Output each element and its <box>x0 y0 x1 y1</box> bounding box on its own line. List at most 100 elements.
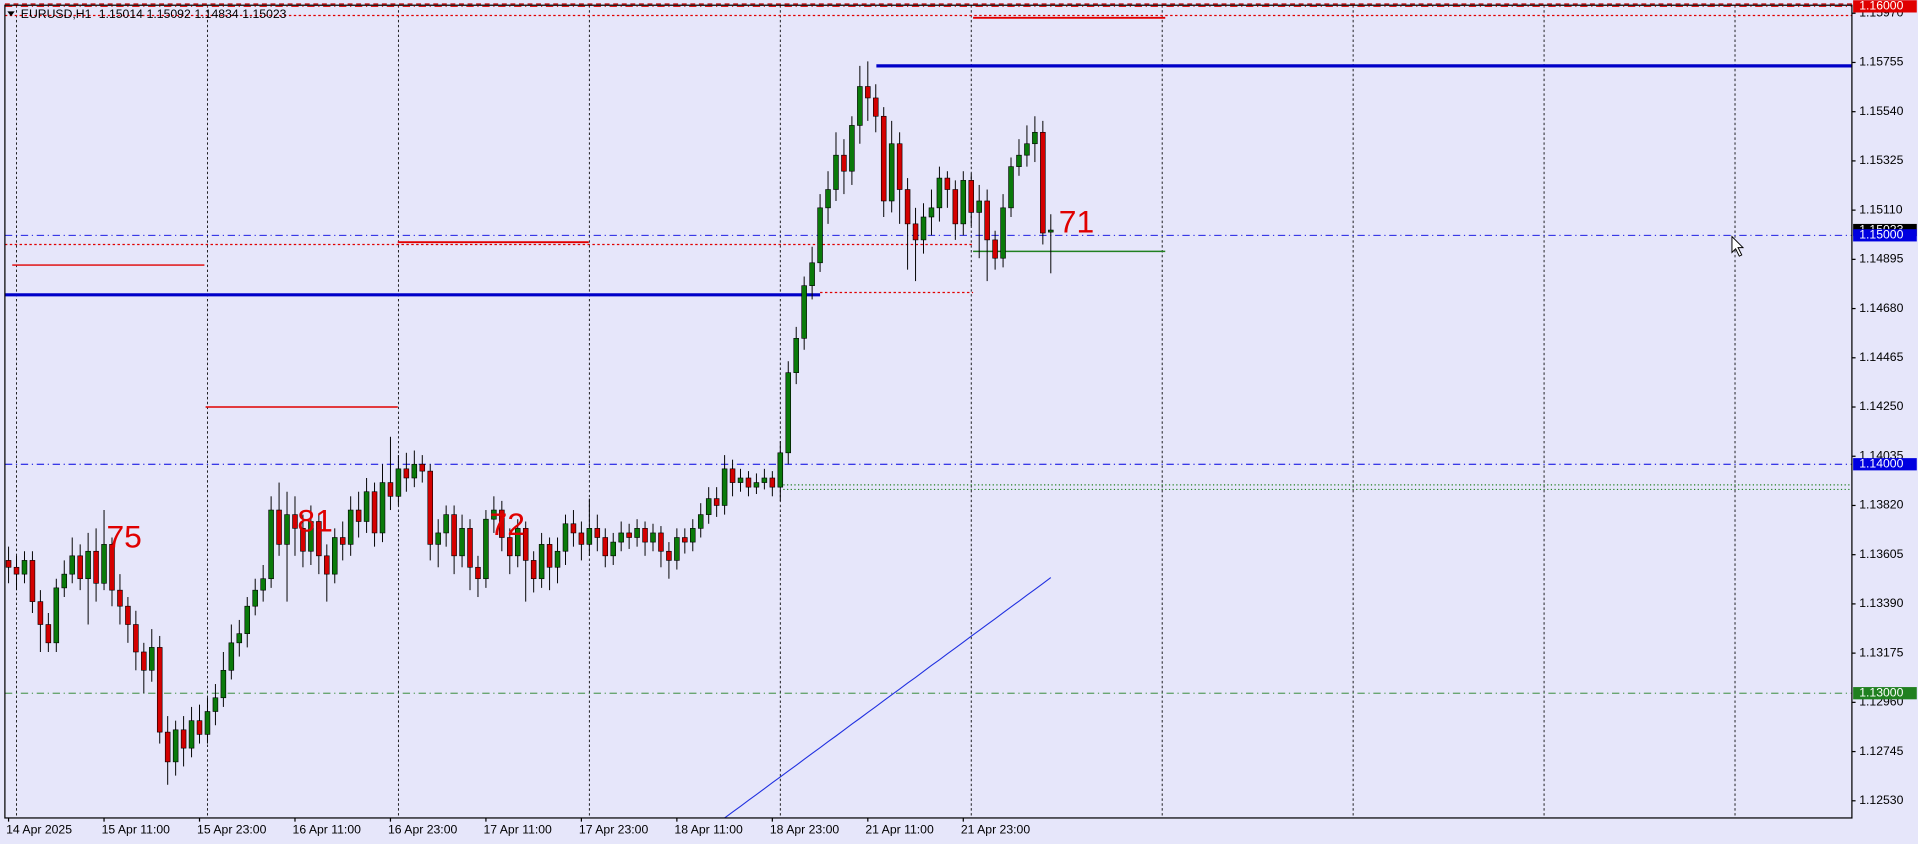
candle-body <box>1016 154 1022 167</box>
candle-body <box>1048 229 1054 233</box>
plot-border <box>4 4 1853 819</box>
candle-body <box>141 651 147 671</box>
candle-body <box>968 180 974 213</box>
candle-body <box>459 528 465 557</box>
candle-body <box>268 509 274 580</box>
candle-body <box>1032 131 1038 145</box>
level-label: 1.15000 <box>1859 228 1903 242</box>
candle-body <box>395 468 402 497</box>
candle-body <box>976 200 982 213</box>
annotation: 71 <box>1059 204 1094 240</box>
candle-body <box>292 514 298 529</box>
candle-body <box>952 189 959 225</box>
y-tick-label: 1.15755 <box>1859 55 1903 69</box>
annotation: 81 <box>297 502 332 538</box>
candle-body <box>443 514 449 534</box>
candle-body <box>13 566 20 575</box>
candle-body <box>626 532 632 538</box>
candle-body <box>300 528 306 552</box>
candle-body <box>212 697 219 712</box>
level-tag <box>1853 0 1917 13</box>
candle-body <box>419 463 426 472</box>
candle-body <box>467 528 473 568</box>
candle-body <box>634 528 640 538</box>
mouse-cursor <box>1731 235 1745 257</box>
y-tick-label: 1.12745 <box>1859 744 1903 758</box>
candle-body <box>1040 131 1046 234</box>
candle-body <box>228 642 235 671</box>
candle-body <box>912 223 919 241</box>
close: 1.15023 <box>242 7 286 21</box>
axes: 14 Apr 2025 15 Apr 11:00 15 Apr 23:00 16 Ap… <box>6 0 1917 836</box>
candle-body <box>602 537 609 557</box>
moving-average <box>724 577 1052 818</box>
x-tick-label: 21 Apr 23:00 <box>961 822 1031 836</box>
level-tag <box>1853 687 1917 700</box>
y-tick-label: 1.14895 <box>1859 252 1903 266</box>
candle-body <box>379 482 386 534</box>
candle-body <box>785 372 792 454</box>
candle-body <box>427 470 433 545</box>
candle-body <box>554 550 561 568</box>
candle-body <box>578 532 585 545</box>
level-label: 1.13000 <box>1859 685 1903 699</box>
candle-body <box>1024 143 1030 156</box>
candle-body <box>809 262 815 286</box>
candle-body <box>873 97 879 117</box>
level-label: 1.16000 <box>1859 0 1903 13</box>
menu-arrow[interactable] <box>7 11 15 17</box>
candle-body <box>666 550 672 561</box>
candle-body <box>499 509 505 538</box>
low: 1.14834 <box>194 7 238 21</box>
candle-body <box>594 528 601 538</box>
candle-body <box>308 521 314 552</box>
candle-body <box>149 647 155 671</box>
candle-body <box>960 180 967 225</box>
candle-body <box>244 605 251 634</box>
candle-body <box>865 86 871 99</box>
candle-body <box>260 578 266 591</box>
candle-body <box>538 544 545 580</box>
candle-body <box>276 509 282 545</box>
candle-body <box>339 537 346 545</box>
candle-body <box>109 544 115 591</box>
candle-body <box>85 550 91 580</box>
candle-body <box>777 452 784 488</box>
candle-body <box>180 729 187 749</box>
y-tick-label: 1.13820 <box>1859 498 1903 512</box>
candle-body <box>435 532 441 545</box>
y-tick-label: 1.14465 <box>1859 350 1903 364</box>
grid-layer <box>4 5 1852 818</box>
candle-body <box>650 532 656 543</box>
candle-body <box>570 523 577 534</box>
x-tick-label: 15 Apr 11:00 <box>102 822 171 836</box>
candle-body <box>817 207 823 264</box>
y-tick-label: 1.15110 <box>1859 202 1902 216</box>
high: 1.15092 <box>147 7 191 21</box>
candle-body <box>888 143 895 202</box>
candle-body <box>936 177 943 209</box>
candle-body <box>586 528 593 545</box>
candle-body <box>21 560 28 575</box>
candle-body <box>347 509 354 545</box>
candle-body <box>188 720 195 749</box>
annotation: 72 <box>490 506 525 542</box>
y-tick-label: 1.14250 <box>1859 399 1903 413</box>
y-tick-label: 1.13605 <box>1859 547 1903 561</box>
candle-body <box>133 624 139 653</box>
candle-body <box>77 555 83 580</box>
y-tick-label: 1.15325 <box>1859 153 1903 167</box>
candle-body <box>451 514 457 557</box>
candle-body <box>642 528 648 543</box>
y-tick-label: 1.13390 <box>1859 596 1903 610</box>
candle-body <box>801 285 807 339</box>
candle-body <box>690 528 696 543</box>
candle-body <box>196 720 203 735</box>
open: 1.15014 <box>99 7 143 21</box>
candle-body <box>880 115 887 202</box>
candle-body <box>164 731 171 763</box>
x-tick-label: 17 Apr 11:00 <box>483 822 552 836</box>
level-tag <box>1853 229 1917 242</box>
y-tick-label: 1.15540 <box>1859 104 1903 118</box>
